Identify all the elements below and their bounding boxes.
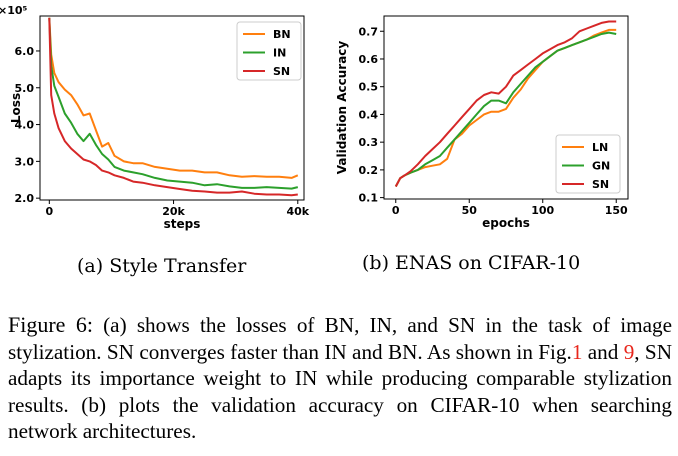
chart-style-transfer: 0 20k 40k 2.0 3.0 4.0 5.0 6.0 steps Loss ×10⁵ BN IN S…	[0, 4, 310, 231]
caption-lead: Figure 6:	[8, 312, 93, 337]
y-tick-label: 4.0	[15, 119, 35, 132]
caption-text-1: (a) shows the losses of BN, IN, and SN i…	[8, 313, 673, 364]
subcaption-style-transfer: (a) Style Transfer	[77, 255, 247, 277]
x-tick-label: 50	[462, 204, 478, 217]
x-axis-label: steps	[164, 217, 201, 231]
subcaption-enas: (b) ENAS on CIFAR-10	[362, 252, 581, 274]
x-tick-label: 20k	[162, 205, 185, 218]
legend-label-gn: GN	[592, 160, 610, 173]
caption-ref-fig-1[interactable]: 1	[571, 339, 583, 364]
legend-box	[555, 134, 621, 194]
series-line-in	[48, 17, 299, 190]
y-axis-label: Loss	[9, 93, 23, 123]
y-tick-label: 6.0	[15, 45, 35, 58]
y-tick-label: 3.0	[15, 155, 35, 168]
x-tick-label: 40k	[286, 205, 309, 218]
legend-label-bn: BN	[273, 28, 291, 41]
y-tick-label: 0.6	[359, 53, 379, 66]
y-tick-label: 0.2	[359, 164, 379, 177]
legend-label-ln: LN	[592, 141, 608, 154]
y-tick-label: 0.4	[359, 108, 379, 121]
plot-frame	[383, 15, 629, 200]
series-line-sn	[394, 20, 617, 187]
y-tick-label: 0.5	[359, 81, 379, 94]
y-axis-label: Validation Accuracy	[335, 41, 349, 175]
y-tick-label: 0.1	[359, 192, 379, 205]
x-tick-label: 150	[605, 204, 628, 217]
y-tick-label: 0.3	[359, 136, 379, 149]
series-line-bn	[48, 17, 299, 179]
y-tick-label: 2.0	[15, 192, 35, 205]
caption-ref-fig-9[interactable]: 9	[623, 339, 635, 364]
x-tick-label: 100	[531, 204, 554, 217]
series-line-sn	[48, 17, 298, 197]
y-tick-label: 5.0	[15, 82, 35, 95]
figure-caption: Figure 6: (a) shows the losses of BN, IN…	[8, 312, 672, 445]
x-axis-label: epochs	[482, 216, 530, 230]
legend-label-sn: SN	[273, 65, 290, 78]
y-scale-label: ×10⁵	[0, 4, 28, 17]
legend-label-in: IN	[273, 47, 286, 60]
caption-text-3: , SN adapts its importance weight to IN …	[8, 339, 672, 444]
y-tick-label: 0.7	[359, 25, 379, 38]
legend-box	[236, 21, 302, 81]
legend-label-sn: SN	[592, 178, 609, 191]
caption-text-2: and	[582, 339, 624, 364]
x-tick-label: 0	[392, 204, 400, 217]
plot-frame	[39, 15, 305, 201]
chart-enas: 0 50 100 150 0.1 0.2 0.3 0.4 0.5 0.6 0.7 epochs Vali…	[335, 15, 629, 230]
x-tick-label: 0	[45, 205, 53, 218]
series-line-gn	[394, 31, 617, 187]
